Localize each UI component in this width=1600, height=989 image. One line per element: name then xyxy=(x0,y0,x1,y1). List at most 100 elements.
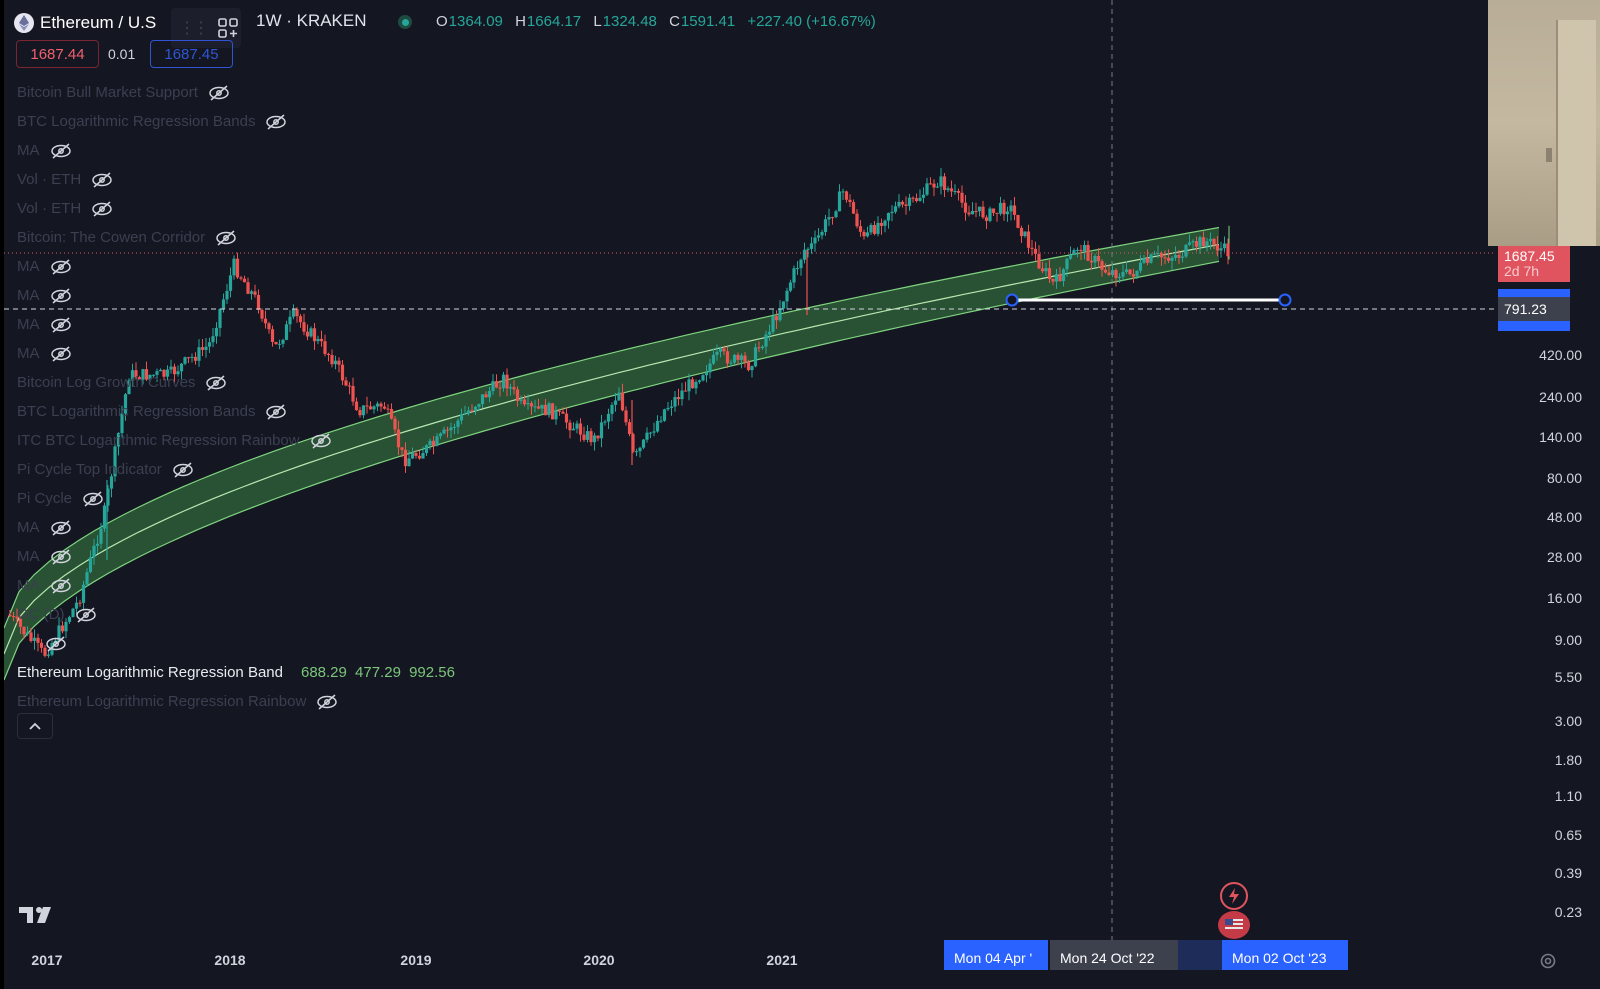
trend-line-handle-start[interactable] xyxy=(1005,293,1019,307)
candle-body xyxy=(442,429,446,434)
eye-crossed-icon[interactable] xyxy=(215,229,239,246)
candle-body xyxy=(1201,237,1206,247)
eye-crossed-icon[interactable] xyxy=(50,577,74,594)
price-axis[interactable]: 420.00 240.00 140.00 80.00 48.00 28.00 16.00 9.… xyxy=(1494,0,1600,960)
candle-body xyxy=(932,183,936,188)
indicator-row[interactable]: Bitcoin Log Growth Curves xyxy=(17,368,455,397)
candle-body xyxy=(606,413,611,422)
indicator-row[interactable]: MA xyxy=(17,136,455,165)
indicator-row[interactable]: Ethereum Logarithmic Regression Rainbow xyxy=(17,687,455,716)
candle-body xyxy=(942,176,947,190)
indicator-row[interactable]: ITC BTC Logarithmic Regression Rainbow xyxy=(17,426,455,455)
eye-crossed-icon[interactable] xyxy=(265,113,289,130)
indicator-row[interactable]: MA xyxy=(17,571,455,600)
eye-crossed-icon[interactable] xyxy=(208,84,232,101)
eye-crossed-icon[interactable] xyxy=(82,490,106,507)
candle-body xyxy=(1156,253,1160,255)
candle-body xyxy=(732,354,737,363)
indicator-row[interactable]: Pi Cycle Top Indicator xyxy=(17,455,455,484)
candle-body xyxy=(197,347,201,361)
webcam-overlay xyxy=(1488,0,1600,246)
indicator-row[interactable]: BTC Logarithmic Regression Bands xyxy=(17,397,455,426)
symbol-name[interactable]: Ethereum / U.S xyxy=(40,13,157,32)
sell-button[interactable]: 1687.44 xyxy=(16,40,99,68)
indicator-row[interactable]: MA xyxy=(17,252,455,281)
candle-body xyxy=(88,557,93,573)
candle-body xyxy=(407,458,411,467)
candle-body xyxy=(120,413,124,433)
crosshair-date: Mon 24 Oct '22 xyxy=(1050,940,1178,970)
indicator-row[interactable]: MA xyxy=(17,513,455,542)
candle-body xyxy=(1124,269,1129,272)
buy-button[interactable]: 1687.45 xyxy=(150,40,233,68)
indicator-row[interactable]: MA xyxy=(17,281,455,310)
eye-crossed-icon[interactable] xyxy=(75,606,99,623)
candle-body xyxy=(267,323,271,330)
drag-grip-icon[interactable]: ⋮⋮ xyxy=(179,20,209,37)
eye-crossed-icon[interactable] xyxy=(50,548,74,565)
eye-crossed-icon[interactable] xyxy=(50,287,74,304)
candle-body xyxy=(1187,242,1192,245)
eye-crossed-icon[interactable] xyxy=(50,316,74,333)
chart-container[interactable]: Ethereum / U.S ⋮⋮ 1W · KRAKEN O1364.09 H… xyxy=(4,0,1600,989)
price-axis-label: 420.00 xyxy=(1539,347,1582,363)
candle-body xyxy=(904,204,908,206)
candle-body xyxy=(764,334,768,347)
lightning-event-icon[interactable] xyxy=(1220,882,1248,910)
eye-crossed-icon[interactable] xyxy=(50,258,74,275)
settings-icon[interactable] xyxy=(1539,952,1557,975)
candle-body xyxy=(935,186,940,188)
indicator-row[interactable]: MA xyxy=(17,310,455,339)
active-indicator-row[interactable]: Ethereum Logarithmic Regression Band 688.… xyxy=(17,658,455,687)
indicator-row[interactable]: Vol · ETH xyxy=(17,165,455,194)
eye-crossed-icon[interactable] xyxy=(91,171,115,188)
eye-crossed-icon[interactable] xyxy=(172,461,196,478)
indicator-row[interactable]: BTC Logarithmic Regression Bands xyxy=(17,107,455,136)
eye-crossed-icon[interactable] xyxy=(50,519,74,536)
collapse-legend-button[interactable] xyxy=(17,713,53,739)
candle-body xyxy=(585,431,590,440)
eye-crossed-icon[interactable] xyxy=(316,693,340,710)
eye-crossed-icon[interactable] xyxy=(45,635,69,652)
candle-body xyxy=(680,390,684,400)
eye-crossed-icon[interactable] xyxy=(50,345,74,362)
indicator-row[interactable]: Bitcoin Bull Market Support xyxy=(17,78,455,107)
object-tree-icon[interactable] xyxy=(217,17,239,39)
candle-body xyxy=(1222,243,1227,249)
us-flag-icon[interactable] xyxy=(1218,911,1250,939)
candle-body xyxy=(1002,202,1006,215)
eye-crossed-icon[interactable] xyxy=(265,403,289,420)
candle-body xyxy=(827,217,831,220)
candle-body xyxy=(981,206,985,218)
indicator-row[interactable]: Bitcoin: The Cowen Corridor xyxy=(17,223,455,252)
eye-crossed-icon[interactable] xyxy=(50,142,74,159)
trend-line-handle-end[interactable] xyxy=(1278,293,1292,307)
interval-exchange[interactable]: 1W · KRAKEN xyxy=(256,11,367,30)
tradingview-logo[interactable] xyxy=(19,905,57,930)
indicator-name: GC (D) xyxy=(17,606,65,623)
candle-body xyxy=(263,318,268,324)
eye-crossed-icon[interactable] xyxy=(310,432,334,449)
candle-body xyxy=(1166,257,1171,261)
indicator-row[interactable]: Pi Cycle xyxy=(17,484,455,513)
indicator-row[interactable]: MA xyxy=(17,339,455,368)
candle-body xyxy=(169,366,173,370)
indicator-row[interactable]: Vol · ETH xyxy=(17,194,455,223)
candle-body xyxy=(939,176,943,187)
candle-body xyxy=(610,404,614,414)
indicator-row[interactable]: GC (D) xyxy=(17,600,455,629)
eye-crossed-icon[interactable] xyxy=(205,374,229,391)
indicator-name: Ethereum Logarithmic Regression Rainbow xyxy=(17,693,307,710)
time-axis[interactable]: 2021 2020 2019 2018 2017 Mon 04 Apr ' Mon 24… xyxy=(4,940,1524,989)
candle-body xyxy=(802,249,807,260)
candle-body xyxy=(522,399,527,405)
indicator-row[interactable]: MA xyxy=(17,542,455,571)
eye-crossed-icon[interactable] xyxy=(91,200,115,217)
candle-body xyxy=(477,404,481,407)
candle-body xyxy=(890,211,894,214)
indicator-row[interactable] xyxy=(17,629,455,658)
indicator-name: Bitcoin: The Cowen Corridor xyxy=(17,229,206,246)
candle-body xyxy=(669,406,674,408)
symbol-header[interactable]: Ethereum / U.S xyxy=(14,8,170,38)
candle-body xyxy=(452,426,457,428)
